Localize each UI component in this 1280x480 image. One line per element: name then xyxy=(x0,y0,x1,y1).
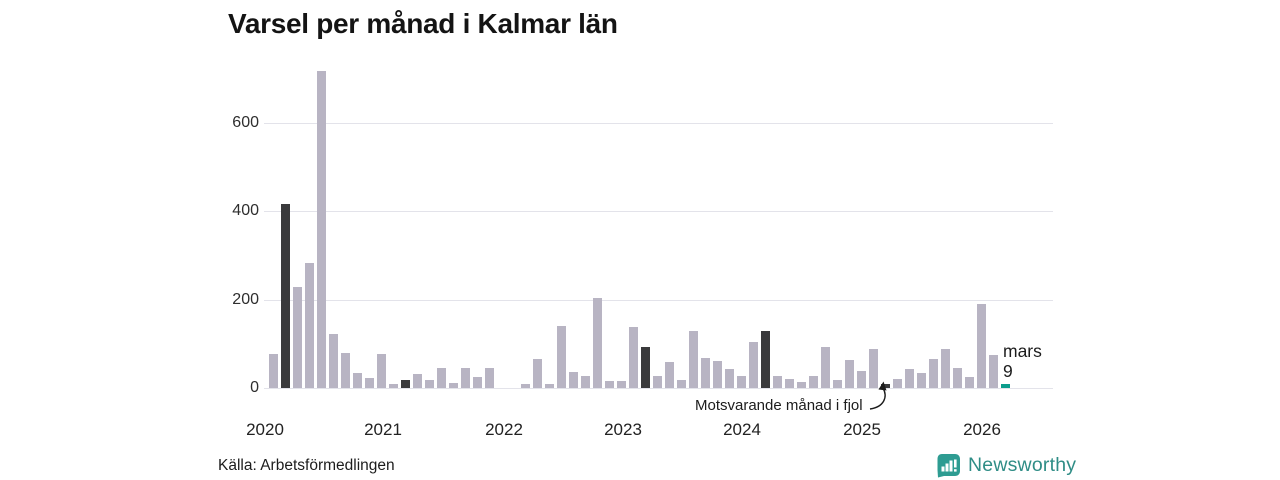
y-axis-tick-label: 200 xyxy=(232,290,259,308)
bar-okt-2020 xyxy=(364,378,374,388)
bar-sep-2023 xyxy=(712,361,722,388)
bar-jan-2025 xyxy=(868,349,878,388)
x-axis-year-label-2020: 2020 xyxy=(246,420,284,439)
bar-jul-2023 xyxy=(688,331,698,388)
bar-jun-2025 xyxy=(916,373,926,388)
bar-aug-2025 xyxy=(928,359,938,388)
current-month-value: 9 xyxy=(1003,361,1013,381)
x-axis-year-label-2026: 2026 xyxy=(963,420,1001,439)
bar-feb-2020 xyxy=(268,354,278,388)
gridline-y600 xyxy=(264,122,1053,124)
bar-apr-2023 xyxy=(652,376,662,388)
x-axis-year-label-2022: 2022 xyxy=(485,420,523,439)
bar-feb-2023 xyxy=(628,327,638,388)
bar-mars-2026 xyxy=(1000,384,1010,388)
bar-jul-2020 xyxy=(328,334,338,388)
bar-okt-2025 xyxy=(952,368,962,388)
bar-mar-2020 xyxy=(280,204,290,388)
bar-feb-2021 xyxy=(388,384,398,388)
gridline-y200 xyxy=(264,299,1053,301)
bar-mar-2024 xyxy=(760,331,770,388)
bar-maj-2022 xyxy=(532,359,542,388)
source-note: Källa: Arbetsförmedlingen xyxy=(218,457,395,474)
bar-aug-2023 xyxy=(700,358,710,388)
x-axis-year-label-2024: 2024 xyxy=(723,420,761,439)
bar-sep-2020 xyxy=(352,373,362,388)
bar-maj-2021 xyxy=(424,380,434,388)
bar-dec-2022 xyxy=(604,381,614,388)
bar-sep-2021 xyxy=(472,377,482,388)
bar-aug-2024 xyxy=(820,347,830,388)
x-axis-year-label-2021: 2021 xyxy=(364,420,402,439)
y-axis-tick-label: 400 xyxy=(232,202,259,219)
bar-okt-2021 xyxy=(484,368,494,388)
chart-title: Varsel per månad i Kalmar län xyxy=(228,8,618,39)
bar-jul-2024 xyxy=(808,376,818,388)
bar-aug-2022 xyxy=(556,326,566,388)
bar-maj-2025 xyxy=(904,369,914,388)
bar-okt-2022 xyxy=(580,376,590,388)
annotation-arrow-icon xyxy=(869,381,887,410)
bar-mar-2023 xyxy=(640,347,650,388)
bar-apr-2022 xyxy=(520,384,530,388)
bar-dec-2025 xyxy=(976,304,986,388)
bar-aug-2020 xyxy=(340,353,350,388)
bar-apr-2021 xyxy=(412,374,422,388)
gridline-y400 xyxy=(264,211,1053,212)
annotation-last-year: Motsvarande månad i fjol xyxy=(695,397,863,414)
bar-jan-2026 xyxy=(988,355,998,388)
x-axis-year-label-2023: 2023 xyxy=(604,420,642,439)
bar-apr-2024 xyxy=(772,376,782,388)
bar-sep-2024 xyxy=(832,380,842,388)
bar-jan-2021 xyxy=(376,354,386,388)
bar-sep-2022 xyxy=(568,372,578,388)
bar-jan-2023 xyxy=(616,381,626,388)
bar-maj-2020 xyxy=(304,263,314,388)
bar-nov-2022 xyxy=(592,298,602,388)
bar-sep-2025 xyxy=(940,349,950,388)
bar-jul-2021 xyxy=(448,383,458,388)
bar-maj-2023 xyxy=(664,362,674,388)
bar-apr-2025 xyxy=(892,379,902,388)
bar-mar-2021 xyxy=(400,380,410,388)
y-axis-tick-label: 600 xyxy=(232,113,259,131)
bar-jun-2021 xyxy=(436,368,446,388)
y-axis-tick-label: 0 xyxy=(250,379,259,396)
bar-jun-2022 xyxy=(544,384,554,388)
bar-jun-2023 xyxy=(676,380,686,388)
bar-aug-2021 xyxy=(460,368,470,388)
annotation-current-month: mars 9 xyxy=(1003,341,1042,381)
bar-jun-2020 xyxy=(316,71,326,388)
bar-okt-2023 xyxy=(724,369,734,388)
brand-logo: Newsworthy xyxy=(936,453,1076,478)
bar-nov-2025 xyxy=(964,377,974,388)
newsworthy-icon xyxy=(937,454,960,478)
x-axis-year-label-2025: 2025 xyxy=(843,420,881,439)
bar-nov-2024 xyxy=(856,371,866,388)
current-month-label: mars xyxy=(1003,341,1042,361)
bar-jun-2024 xyxy=(796,382,806,388)
gridline-y0 xyxy=(264,388,1053,389)
bar-apr-2020 xyxy=(292,287,302,388)
bar-feb-2024 xyxy=(748,342,758,388)
bar-maj-2024 xyxy=(784,379,794,388)
bar-nov-2023 xyxy=(736,376,746,388)
brand-logo-text: Newsworthy xyxy=(968,454,1077,476)
bar-okt-2024 xyxy=(844,360,854,388)
